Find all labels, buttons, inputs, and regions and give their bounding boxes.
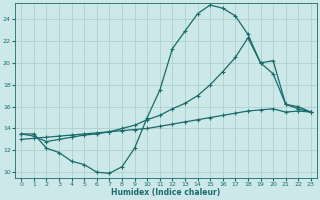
X-axis label: Humidex (Indice chaleur): Humidex (Indice chaleur) (111, 188, 221, 197)
